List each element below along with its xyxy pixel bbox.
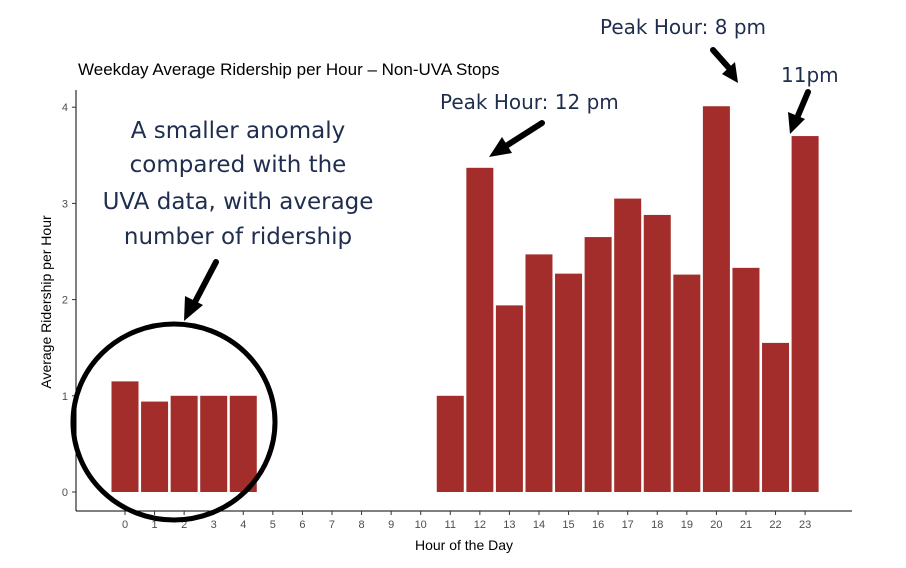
peak-8-arrow-head [722,62,738,83]
bar-hour-12 [466,167,494,492]
x-tick-label: 4 [240,519,246,531]
anomaly-circle [70,321,278,523]
y-tick-label: 4 [62,102,68,114]
x-tick-label: 15 [562,519,574,531]
x-tick-label: 9 [388,519,394,531]
bar-hour-23 [791,136,819,492]
x-tick-label: 17 [622,519,634,531]
peak-11-label: 11pm [781,63,839,87]
x-tick-label: 22 [769,519,781,531]
x-tick-label: 18 [651,519,663,531]
peak-11-arrow-head [788,112,805,134]
peak-12-label: Peak Hour: 12 pm [440,90,619,114]
bar-hour-0 [111,381,139,492]
anomaly-arrow-shaft [192,259,219,305]
bar-hour-17 [614,198,642,492]
peak-11-arrow-shaft [794,89,811,121]
anomaly-text-line-4: number of ridership [124,224,352,250]
x-tick-label: 11 [445,519,456,531]
x-ticks-group: 0 1 2 3 4 5 6 7 8 9 10 11 12 13 14 15 16 17 18 19 20 21 22 23 [122,511,811,531]
x-tick-label: 1 [152,519,158,531]
bar-hour-21 [732,267,760,492]
bar-hour-14 [525,254,553,492]
y-tick-label: 3 [62,198,68,210]
bar-hour-2 [170,395,198,492]
y-axis-title: Average Ridership per Hour [38,215,54,389]
y-ticks-group: 0 1 2 3 4 [62,102,76,499]
bar-hour-19 [673,274,701,492]
annotations-group: A smaller anomaly compared with the UVA … [70,15,839,523]
x-axis-title: Hour of the Day [415,537,513,553]
peak-8-label: Peak Hour: 8 pm [600,15,766,39]
x-tick-label: 0 [122,519,128,531]
bar-hour-13 [495,305,523,492]
bar-hour-20 [702,106,730,493]
x-tick-label: 8 [358,519,364,531]
peak-8-arrow-shaft [710,47,732,71]
x-tick-label: 16 [592,519,604,531]
bar-hour-15 [555,273,583,492]
bar-hour-16 [584,237,612,492]
bar-hour-11 [436,395,464,492]
x-tick-label: 20 [710,519,722,531]
anomaly-text-line-1: A smaller anomaly [131,118,345,144]
anomaly-arrow-head [184,296,203,321]
anomaly-text-line-3: UVA data, with average [103,189,374,215]
x-tick-label: 7 [329,519,335,531]
x-tick-label: 14 [533,519,545,531]
y-tick-label: 2 [62,295,68,307]
x-tick-label: 21 [740,519,752,531]
anomaly-text-line-2: compared with the [130,152,347,178]
x-tick-label: 19 [681,519,693,531]
x-tick-label: 2 [181,519,187,531]
peak-12-arrow-head [489,137,512,157]
bar-hour-22 [762,342,790,492]
x-tick-label: 5 [270,519,276,531]
bars-group [111,106,819,493]
y-tick-label: 0 [62,487,68,499]
chart-title: Weekday Average Ridership per Hour – Non… [78,60,499,79]
y-tick-label: 1 [62,391,68,403]
x-tick-label: 3 [211,519,217,531]
x-tick-label: 13 [503,519,515,531]
x-tick-label: 6 [299,519,305,531]
bar-hour-18 [643,214,671,492]
bar-hour-4 [229,395,257,492]
bar-hour-1 [141,401,169,492]
bar-hour-3 [200,395,228,492]
x-tick-label: 12 [474,519,486,531]
x-tick-label: 23 [799,519,811,531]
peak-12-arrow-shaft [503,120,545,149]
x-tick-label: 10 [415,519,427,531]
